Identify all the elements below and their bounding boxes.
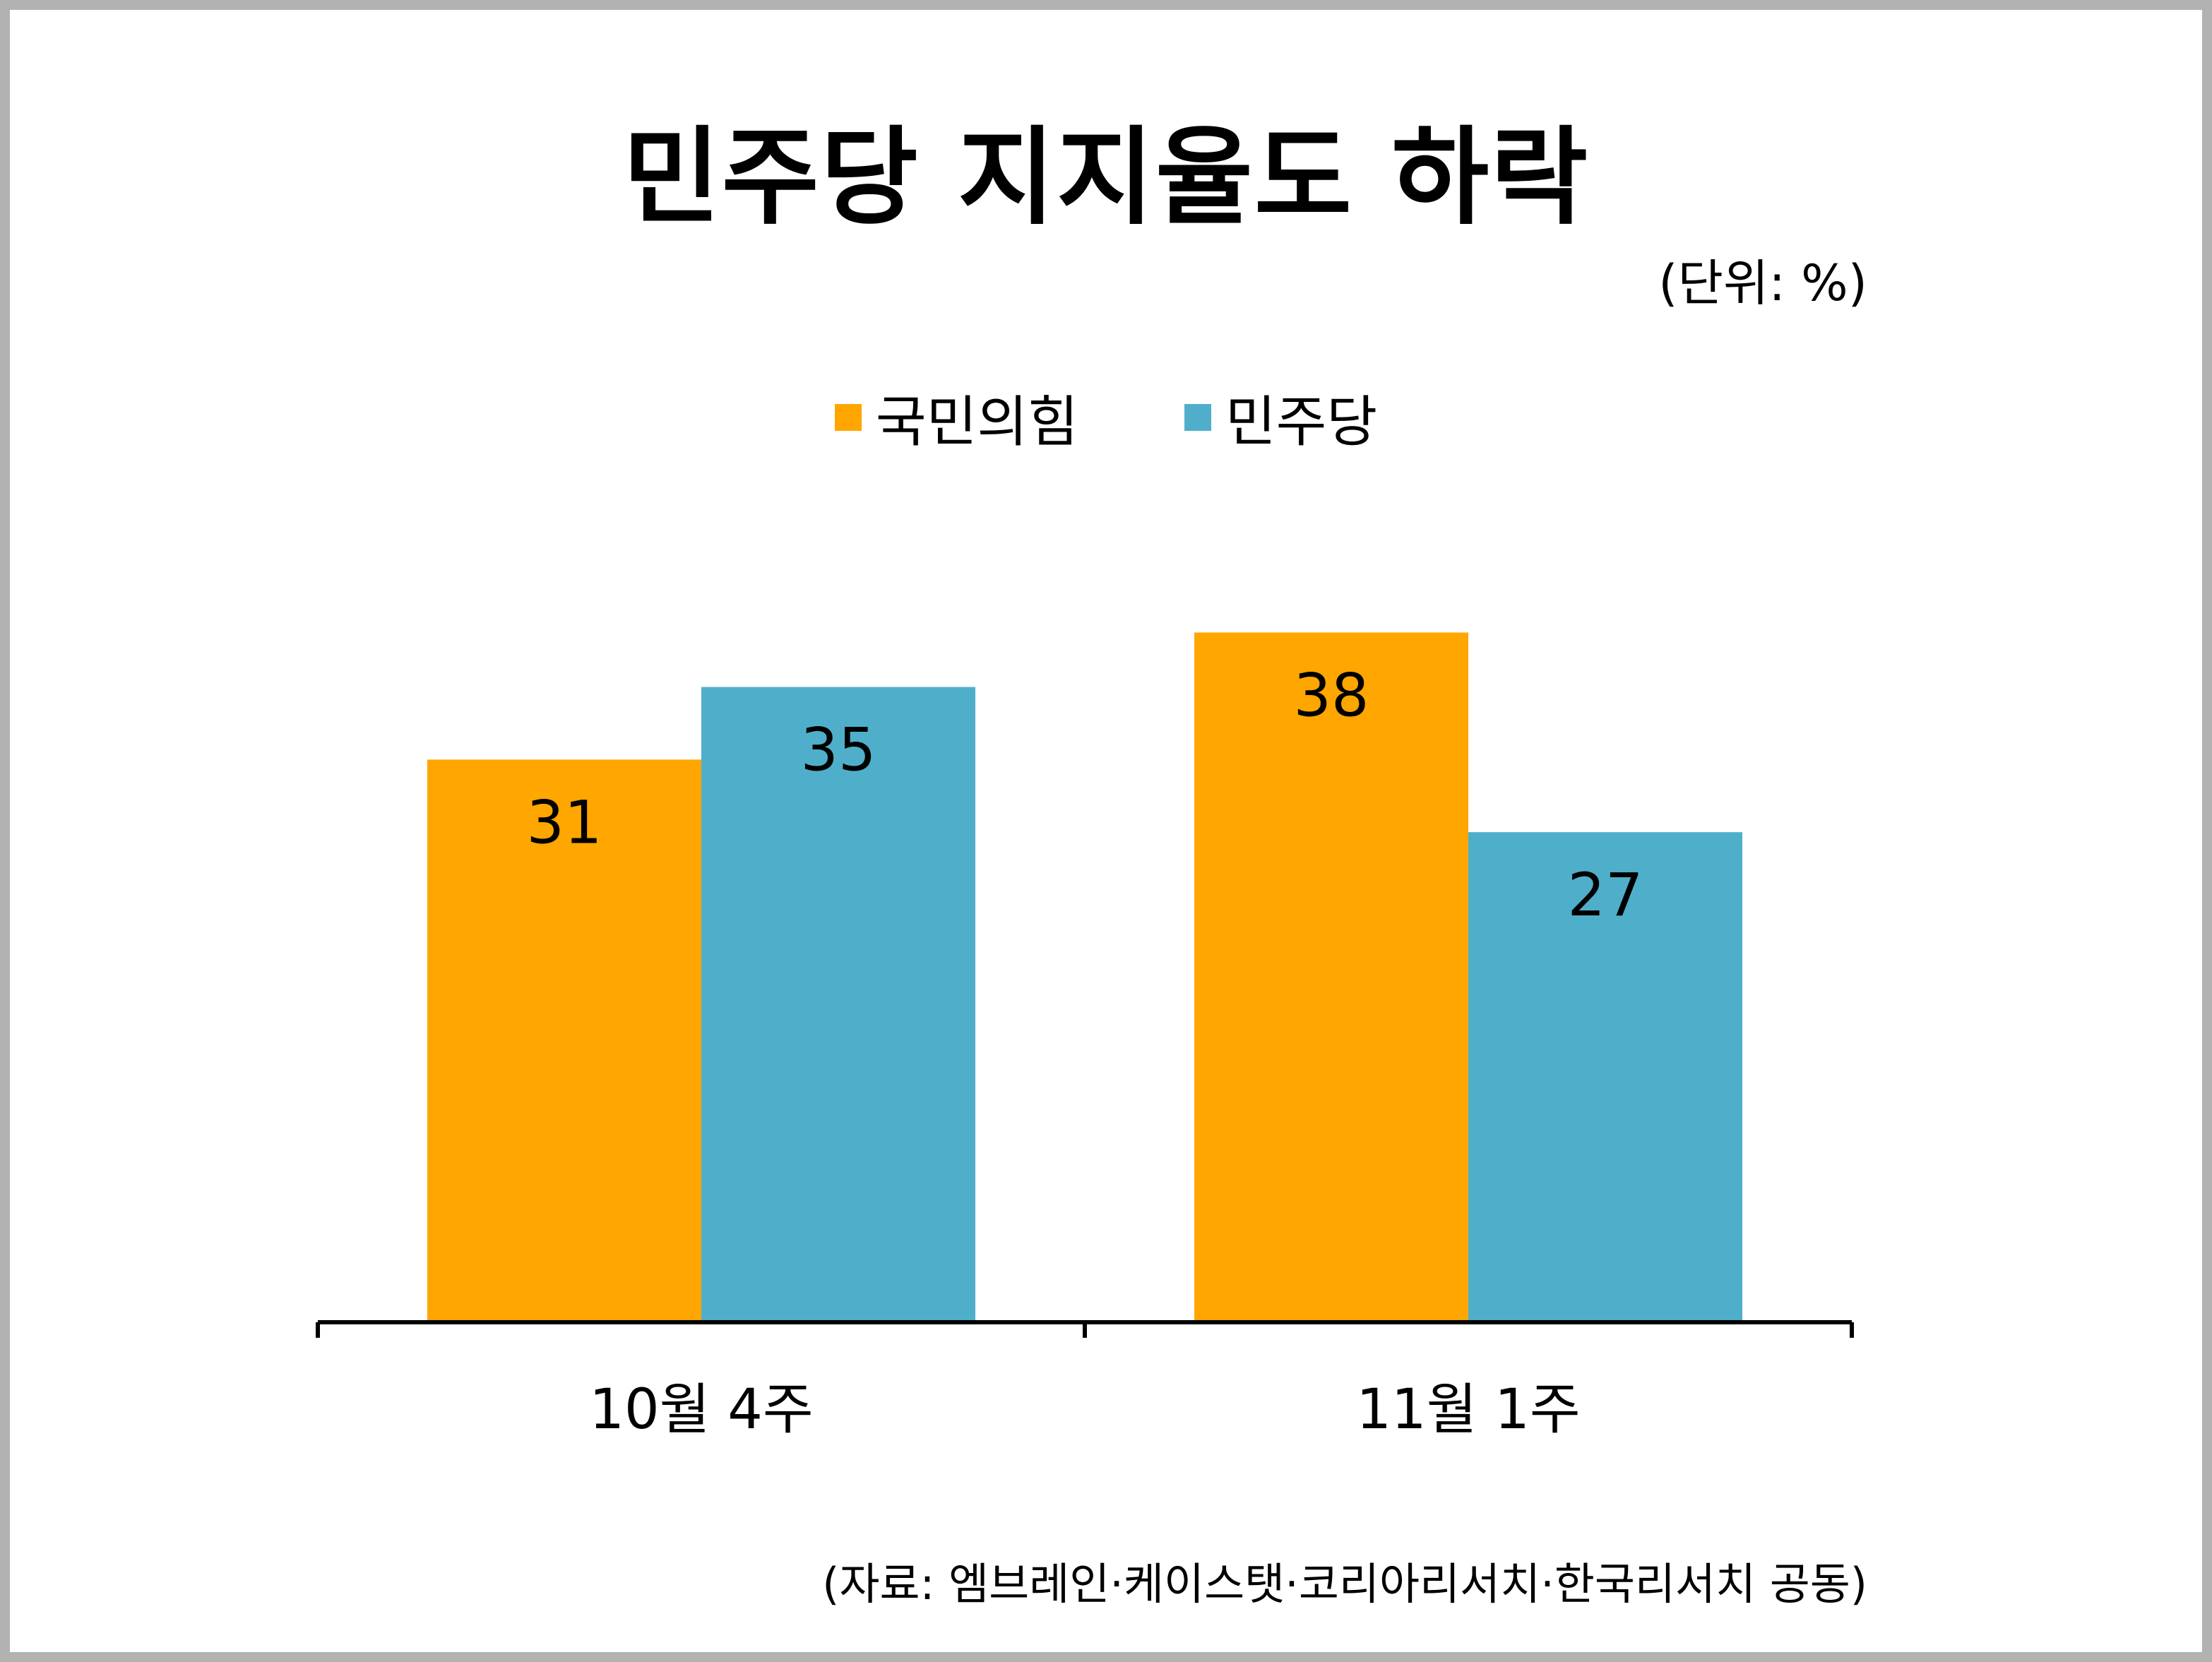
- data-label-dp-0: 35: [801, 716, 876, 785]
- bar-dp-0: [701, 687, 975, 1322]
- legend-item-ppp: 국민의힘: [834, 378, 1078, 457]
- data-label-ppp-1: 38: [1294, 660, 1369, 730]
- bar-ppp-1: [1194, 632, 1468, 1322]
- data-label-ppp-0: 31: [527, 788, 602, 857]
- bar-ppp-0: [427, 759, 701, 1322]
- legend-item-dp: 민주당: [1184, 378, 1377, 457]
- x-tick-label-0: 10월 4주: [589, 1378, 813, 1442]
- legend-swatch-dp: [1184, 404, 1211, 431]
- legend-label-ppp: 국민의힘: [875, 391, 1078, 454]
- source-note: (자료: 엠브레인·케이스탯·코리아리서치·한국리서치 공동): [822, 1558, 1867, 1610]
- bar-dp-1: [1468, 832, 1742, 1322]
- data-label-dp-1: 27: [1568, 860, 1643, 930]
- unit-label: (단위: %): [1658, 254, 1867, 312]
- x-tick-label-1: 11월 1주: [1356, 1378, 1580, 1442]
- legend-swatch-ppp: [834, 404, 862, 431]
- legend: 국민의힘 민주당: [0, 378, 2212, 457]
- chart-title: 민주당 지지율도 하락: [622, 117, 1590, 239]
- legend-label-dp: 민주당: [1225, 391, 1378, 454]
